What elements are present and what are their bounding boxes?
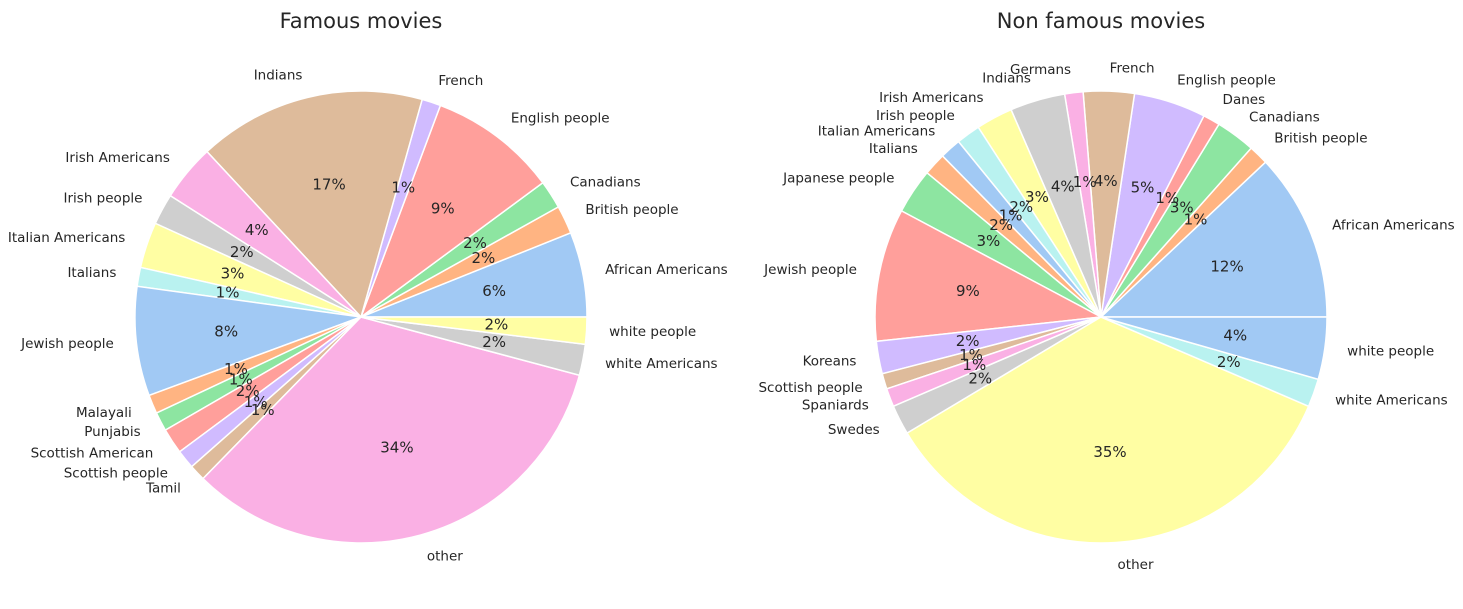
pct-label-swedes: 2% (968, 369, 992, 387)
slice-label-italians: Italians (67, 265, 116, 281)
pct-label-african-americans: 12% (1210, 258, 1243, 276)
slice-label-african-americans: African Americans (1332, 217, 1455, 233)
pct-label-canadians: 2% (463, 234, 487, 252)
slice-label-white-people: white people (609, 324, 696, 340)
slice-label-scottish-people: Scottish people (64, 466, 168, 482)
slice-label-irish-people: Irish people (64, 191, 143, 207)
pct-label-jewish-people: 8% (214, 322, 238, 340)
slice-label-british-people: British people (1274, 131, 1367, 147)
pct-label-tamil: 1% (251, 401, 275, 419)
slice-label-italian-americans: Italian Americans (818, 124, 935, 140)
pie-slice-african-americans (1099, 161, 1328, 318)
pie-slice-other (201, 316, 581, 544)
pct-label-white-people: 4% (1223, 326, 1247, 344)
pct-label-british-people: 2% (471, 249, 495, 267)
slice-label-punjabis: Punjabis (84, 424, 140, 440)
pct-label-scottish-people: 1% (244, 393, 268, 411)
slice-label-canadians: Canadians (570, 174, 641, 190)
pct-label-danes: 1% (1155, 189, 1179, 207)
pie-slice-indians (205, 90, 424, 319)
pct-label-other: 34% (380, 438, 413, 456)
pct-label-italian-americans: 1% (999, 206, 1023, 224)
slice-label-english-people: English people (1177, 72, 1276, 88)
pct-label-irish-people: 2% (1009, 198, 1033, 216)
pct-label-canadians: 3% (1170, 199, 1194, 217)
pct-label-scottish-american: 2% (236, 382, 260, 400)
pct-label-spaniards: 1% (962, 356, 986, 374)
pct-label-italians: 1% (216, 283, 240, 301)
pie-slice-jewish-people (874, 209, 1104, 343)
pct-label-french: 4% (1094, 172, 1118, 190)
slice-label-irish-americans: Irish Americans (879, 90, 983, 106)
slice-label-irish-americans: Irish Americans (65, 150, 169, 166)
pct-label-indians: 17% (312, 176, 345, 194)
pie-slice-other (906, 316, 1310, 544)
famous-movies-pie: Famous movies African Americans 6% British… (8, 9, 728, 565)
pct-label-germans: 1% (1073, 173, 1097, 191)
pct-label-white-americans: 2% (482, 333, 506, 351)
slice-label-tamil: Tamil (145, 480, 181, 496)
slice-label-scottish-american: Scottish American (31, 446, 154, 462)
pie-slice-white-people (360, 316, 588, 346)
slice-label-italians: Italians (869, 141, 918, 157)
pct-label-irish-americans: 4% (245, 221, 269, 239)
pie-slice-jewish-people (134, 285, 362, 397)
slice-label-white-people: white people (1347, 344, 1434, 360)
slice-label-danes: Danes (1223, 92, 1266, 108)
slice-label-malayali: Malayali (76, 405, 132, 421)
pie-slice-white-people (1100, 316, 1328, 381)
slice-label-jewish-people: Jewish people (763, 262, 857, 278)
slice-label-white-americans: white Americans (605, 356, 718, 372)
slice-label-african-americans: African Americans (605, 262, 728, 278)
pct-label-white-americans: 2% (1217, 353, 1241, 371)
pie-slice-english-people (359, 104, 544, 320)
pct-label-malayali: 1% (224, 360, 248, 378)
slice-label-other: other (1118, 557, 1154, 573)
chart-title-non-famous: Non famous movies (997, 9, 1205, 33)
pct-label-french: 1% (391, 179, 415, 197)
pct-label-italian-americans: 3% (221, 264, 245, 282)
pct-label-english-people: 5% (1131, 178, 1155, 196)
slice-label-japanese-people: Japanese people (782, 171, 894, 187)
pct-label-jewish-people: 9% (956, 282, 980, 300)
slice-label-white-americans: white Americans (1335, 393, 1448, 409)
slice-label-koreans: Koreans (803, 354, 857, 370)
slice-label-french: French (438, 73, 483, 89)
non-famous-movies-pie: Non famous movies African Americans 12% Br… (758, 9, 1454, 573)
slice-label-jewish-people: Jewish people (20, 336, 114, 352)
pct-label-other: 35% (1093, 443, 1126, 461)
pct-label-english-people: 9% (431, 199, 455, 217)
slice-label-spaniards: Spaniards (802, 398, 869, 414)
slice-label-other: other (427, 549, 463, 565)
pct-label-italians: 2% (989, 216, 1013, 234)
slice-label-english-people: English people (511, 111, 610, 127)
slice-label-germans: Germans (1010, 62, 1071, 78)
pct-label-punjabis: 1% (229, 370, 253, 388)
slice-label-british-people: British people (585, 202, 678, 218)
pct-label-indians: 4% (1051, 177, 1075, 195)
pct-label-koreans: 2% (956, 332, 980, 350)
slice-label-indians: Indians (982, 70, 1031, 86)
slice-label-canadians: Canadians (1249, 109, 1320, 125)
slice-label-indians: Indians (254, 67, 303, 83)
slice-label-scottish-people: Scottish people (758, 380, 862, 396)
pct-label-japanese-people: 3% (976, 232, 1000, 250)
chart-title-famous: Famous movies (280, 9, 443, 33)
pct-label-scottish-people: 1% (959, 346, 983, 364)
pct-label-british-people: 1% (1184, 210, 1208, 228)
pct-label-african-americans: 6% (482, 282, 506, 300)
slice-label-swedes: Swedes (828, 422, 880, 438)
slice-label-irish-people: Irish people (876, 108, 955, 124)
pct-label-irish-americans: 3% (1025, 188, 1049, 206)
pct-label-irish-people: 2% (230, 243, 254, 261)
pct-label-white-people: 2% (484, 316, 508, 334)
slice-label-italian-americans: Italian Americans (8, 230, 125, 246)
slice-label-french: French (1110, 61, 1155, 77)
